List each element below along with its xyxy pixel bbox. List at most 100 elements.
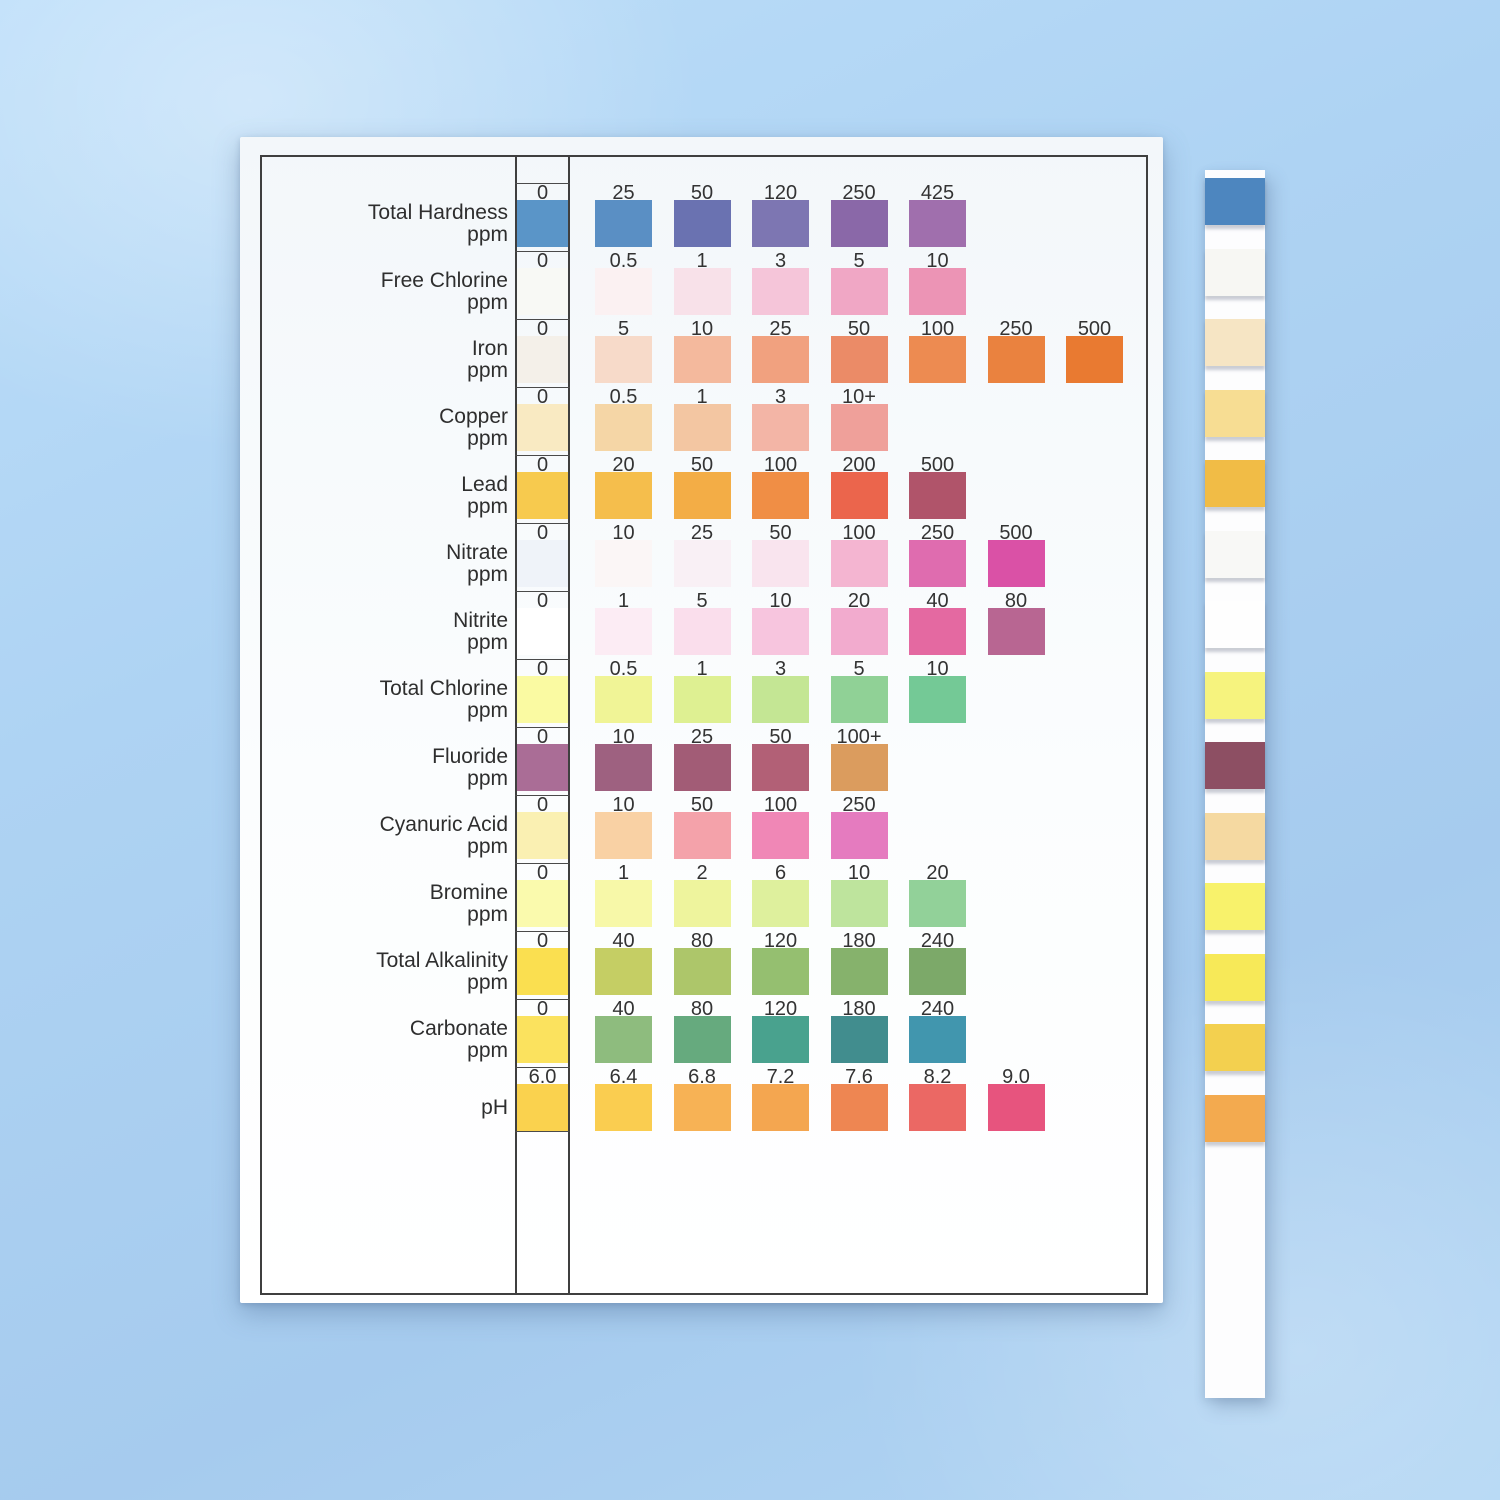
parameter-name: Carbonate	[409, 1016, 508, 1040]
value-label: 1	[617, 862, 630, 884]
parameter-unit: ppm	[467, 222, 508, 246]
value-label: 0	[536, 998, 549, 1020]
value-label: 250	[999, 318, 1033, 340]
zero-column-separator	[515, 387, 570, 388]
color-swatch	[830, 336, 888, 383]
value-label: 10+	[842, 386, 876, 408]
value-label: 20	[926, 862, 949, 884]
parameter-unit: ppm	[467, 698, 508, 722]
parameter-unit: ppm	[467, 630, 508, 654]
value-label: 10	[769, 590, 792, 612]
strip-pad-total-chlorine	[1205, 671, 1265, 719]
value-label: 25	[769, 318, 792, 340]
strip-pad-fluoride	[1205, 742, 1265, 789]
row-label: Iron ppm	[266, 336, 508, 383]
color-swatch	[830, 812, 888, 859]
color-swatch	[909, 676, 966, 723]
color-swatch	[752, 404, 809, 451]
color-swatch	[517, 676, 568, 723]
value-label: 5	[853, 250, 865, 272]
value-label: 240	[920, 998, 955, 1020]
value-label: 6.0	[528, 1066, 557, 1088]
parameter-unit: ppm	[467, 902, 508, 926]
row-label: Carbonate ppm	[266, 1016, 508, 1063]
zero-column-separator	[515, 727, 570, 728]
strip-pad-lead	[1205, 460, 1265, 507]
color-swatch	[909, 472, 966, 519]
color-swatch	[517, 812, 568, 859]
row-label: Lead ppm	[266, 472, 508, 519]
color-swatch	[673, 268, 731, 315]
parameter-name: Free Chlorine	[380, 268, 508, 292]
value-label: 10	[612, 522, 635, 544]
color-swatch	[517, 404, 568, 451]
color-swatch	[830, 608, 888, 655]
zero-column-separator	[515, 251, 570, 252]
color-swatch	[595, 1016, 652, 1063]
value-label: 0	[536, 590, 549, 612]
color-swatch	[517, 1084, 568, 1131]
color-swatch	[673, 336, 731, 383]
color-swatch	[595, 744, 652, 791]
parameter-unit: ppm	[467, 1038, 508, 1062]
row-label: Nitrite ppm	[266, 608, 508, 655]
color-swatch	[909, 336, 966, 383]
color-swatch	[752, 1016, 809, 1063]
color-swatch	[752, 336, 809, 383]
color-swatch	[909, 1084, 966, 1131]
value-label: 500	[1077, 318, 1112, 340]
parameter-unit: ppm	[467, 970, 508, 994]
color-swatch	[830, 540, 888, 587]
value-label: 50	[847, 318, 871, 340]
color-swatch	[909, 948, 966, 995]
color-swatch	[987, 336, 1045, 383]
zero-column-separator	[515, 863, 570, 864]
value-label: 100+	[836, 726, 882, 748]
color-swatch	[673, 880, 731, 927]
parameter-name: Total Chlorine	[379, 676, 508, 700]
color-swatch	[595, 268, 652, 315]
color-swatch	[595, 540, 652, 587]
value-label: 100	[920, 318, 955, 340]
strip-pad-total-alkalinity	[1205, 953, 1265, 1001]
color-swatch	[595, 404, 652, 451]
color-swatch	[752, 472, 809, 519]
color-swatch	[517, 744, 568, 791]
color-swatch	[517, 336, 568, 383]
color-swatch	[1066, 336, 1123, 383]
value-label: 2	[696, 862, 708, 884]
value-label: 20	[847, 590, 871, 612]
zero-column-separator	[515, 1067, 570, 1068]
color-swatch	[830, 268, 888, 315]
value-label: 50	[769, 522, 792, 544]
value-label: 0	[536, 386, 549, 408]
row-label: Cyanuric Acid ppm	[266, 812, 508, 859]
color-swatch	[752, 1084, 809, 1131]
row-label: Total Hardness ppm	[266, 200, 508, 247]
color-swatch	[752, 948, 809, 995]
value-label: 0	[536, 454, 549, 476]
color-swatch	[673, 1016, 731, 1063]
value-label: 20	[612, 454, 635, 476]
color-swatch	[830, 676, 888, 723]
strip-pad-bromine	[1205, 883, 1265, 930]
value-label: 50	[690, 182, 714, 204]
color-swatch	[595, 948, 652, 995]
value-label: 50	[690, 794, 714, 816]
value-label: 80	[690, 998, 714, 1020]
value-label: 0	[536, 318, 549, 340]
color-swatch	[909, 200, 966, 247]
color-swatch	[595, 880, 652, 927]
parameter-name: pH	[481, 1095, 508, 1119]
color-swatch	[830, 880, 888, 927]
value-label: 100	[842, 522, 876, 544]
strip-pad-total-hardness	[1205, 178, 1265, 225]
parameter-name: Copper	[439, 404, 508, 428]
parameter-name: Nitrite	[453, 608, 508, 632]
color-swatch	[673, 812, 731, 859]
parameter-name: Nitrate	[446, 540, 508, 564]
color-swatch	[830, 472, 888, 519]
value-label: 180	[842, 930, 876, 952]
value-label: 50	[769, 726, 792, 748]
